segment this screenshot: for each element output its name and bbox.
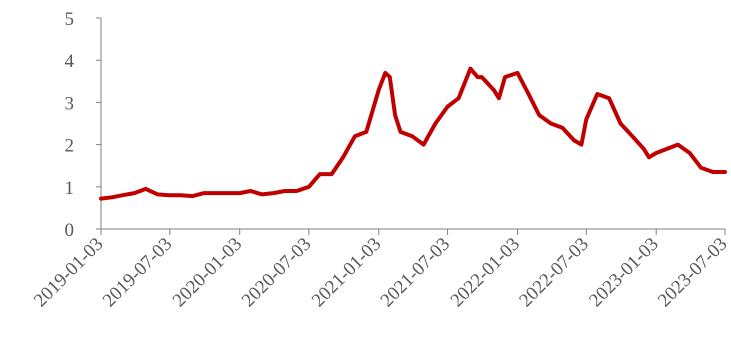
x-tick-label: 2019-07-03 bbox=[99, 234, 177, 312]
y-tick-label: 4 bbox=[65, 51, 75, 72]
y-tick-label: 2 bbox=[65, 136, 75, 157]
x-tick-label: 2019-01-03 bbox=[30, 234, 108, 312]
x-tick-label: 2021-01-03 bbox=[308, 234, 386, 312]
x-tick-label: 2023-07-03 bbox=[654, 234, 731, 312]
x-tick-label: 2023-01-03 bbox=[585, 234, 663, 312]
y-tick-label: 5 bbox=[65, 9, 75, 30]
y-tick-label: 0 bbox=[65, 220, 75, 241]
y-axis-ticks: 0 1 2 3 4 5 bbox=[65, 9, 101, 241]
y-tick-label: 3 bbox=[65, 93, 75, 114]
x-tick-label: 2022-07-03 bbox=[515, 234, 593, 312]
y-tick-label: 1 bbox=[65, 178, 75, 199]
x-tick-label: 2021-07-03 bbox=[377, 234, 455, 312]
x-tick-label: 2022-01-03 bbox=[447, 234, 525, 312]
x-tick-label: 2020-07-03 bbox=[238, 234, 316, 312]
series-line bbox=[99, 66, 727, 201]
x-tick-label: 2020-01-03 bbox=[169, 234, 247, 312]
x-axis-ticks: 2019-01-032019-07-032020-01-032020-07-03… bbox=[30, 229, 731, 311]
